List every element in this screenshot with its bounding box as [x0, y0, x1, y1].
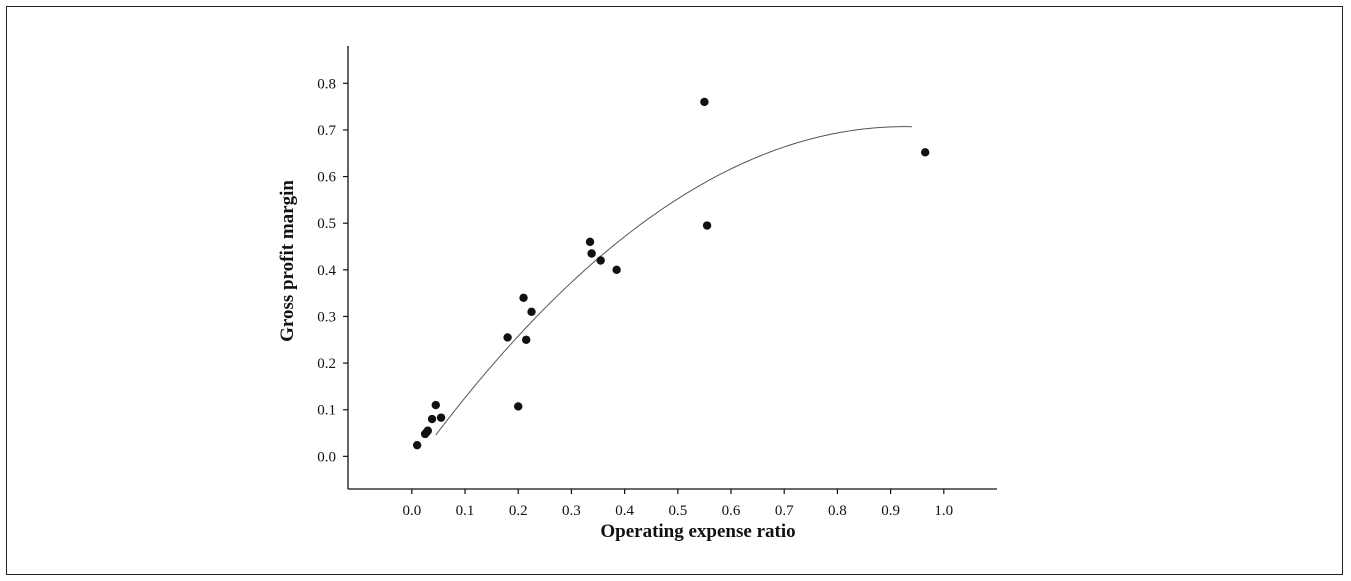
x-tick-label: 1.0: [934, 503, 953, 519]
data-point: [522, 335, 531, 344]
data-point: [503, 333, 512, 342]
data-point: [587, 249, 596, 258]
x-tick-label: 0.9: [881, 503, 900, 519]
x-tick-label: 0.3: [562, 503, 581, 519]
x-tick-label: 0.5: [668, 503, 687, 519]
data-point: [427, 414, 437, 424]
data-point: [519, 293, 528, 303]
scatter-chart: 0.0 0.1 0.2 0.3 0.4 0.5 0.6 0.7 0.8 0.0 0.1 0.2 0.3…: [277, 46, 997, 542]
y-tick-label: 0.1: [317, 403, 336, 419]
data-point: [514, 402, 523, 411]
x-tick-label: 0.1: [456, 503, 475, 519]
y-ticks: 0.0 0.1 0.2 0.3 0.4 0.5 0.6 0.7 0.8: [317, 76, 348, 465]
data-points: [412, 97, 930, 450]
y-axis-title: Gross profit margin: [277, 180, 298, 342]
x-tick-label: 0.2: [509, 503, 528, 519]
y-tick-label: 0.2: [317, 356, 336, 372]
x-axis-title: Operating expense ratio: [600, 521, 795, 542]
x-tick-label: 0.4: [615, 503, 634, 519]
data-point: [700, 97, 709, 107]
data-point: [702, 221, 712, 230]
data-point: [436, 413, 446, 422]
data-point: [431, 400, 440, 410]
x-tick-label: 0.0: [402, 503, 421, 519]
axes: [347, 46, 997, 490]
x-tick-label: 0.8: [828, 503, 847, 519]
y-tick-label: 0.4: [317, 263, 336, 279]
x-tick-label: 0.6: [722, 503, 741, 519]
data-point: [612, 265, 621, 275]
data-point: [585, 237, 595, 247]
chart-frame: 0.0 0.1 0.2 0.3 0.4 0.5 0.6 0.7 0.8 0.0 0.1 0.2 0.3…: [6, 6, 1343, 575]
data-point: [423, 426, 432, 435]
data-point: [596, 256, 605, 265]
y-tick-label: 0.6: [317, 170, 336, 186]
y-tick-label: 0.0: [317, 449, 336, 465]
y-tick-label: 0.5: [317, 216, 336, 232]
x-tick-label: 0.7: [775, 503, 794, 519]
x-ticks: 0.0 0.1 0.2 0.3 0.4 0.5 0.6 0.7 0.8 0.9 1.0: [402, 489, 953, 519]
y-tick-label: 0.8: [317, 76, 336, 92]
data-point: [412, 440, 422, 450]
y-tick-label: 0.7: [317, 123, 336, 139]
data-point: [920, 148, 930, 157]
trend-curve: [435, 126, 912, 436]
y-tick-label: 0.3: [317, 309, 336, 325]
data-point: [527, 307, 536, 316]
